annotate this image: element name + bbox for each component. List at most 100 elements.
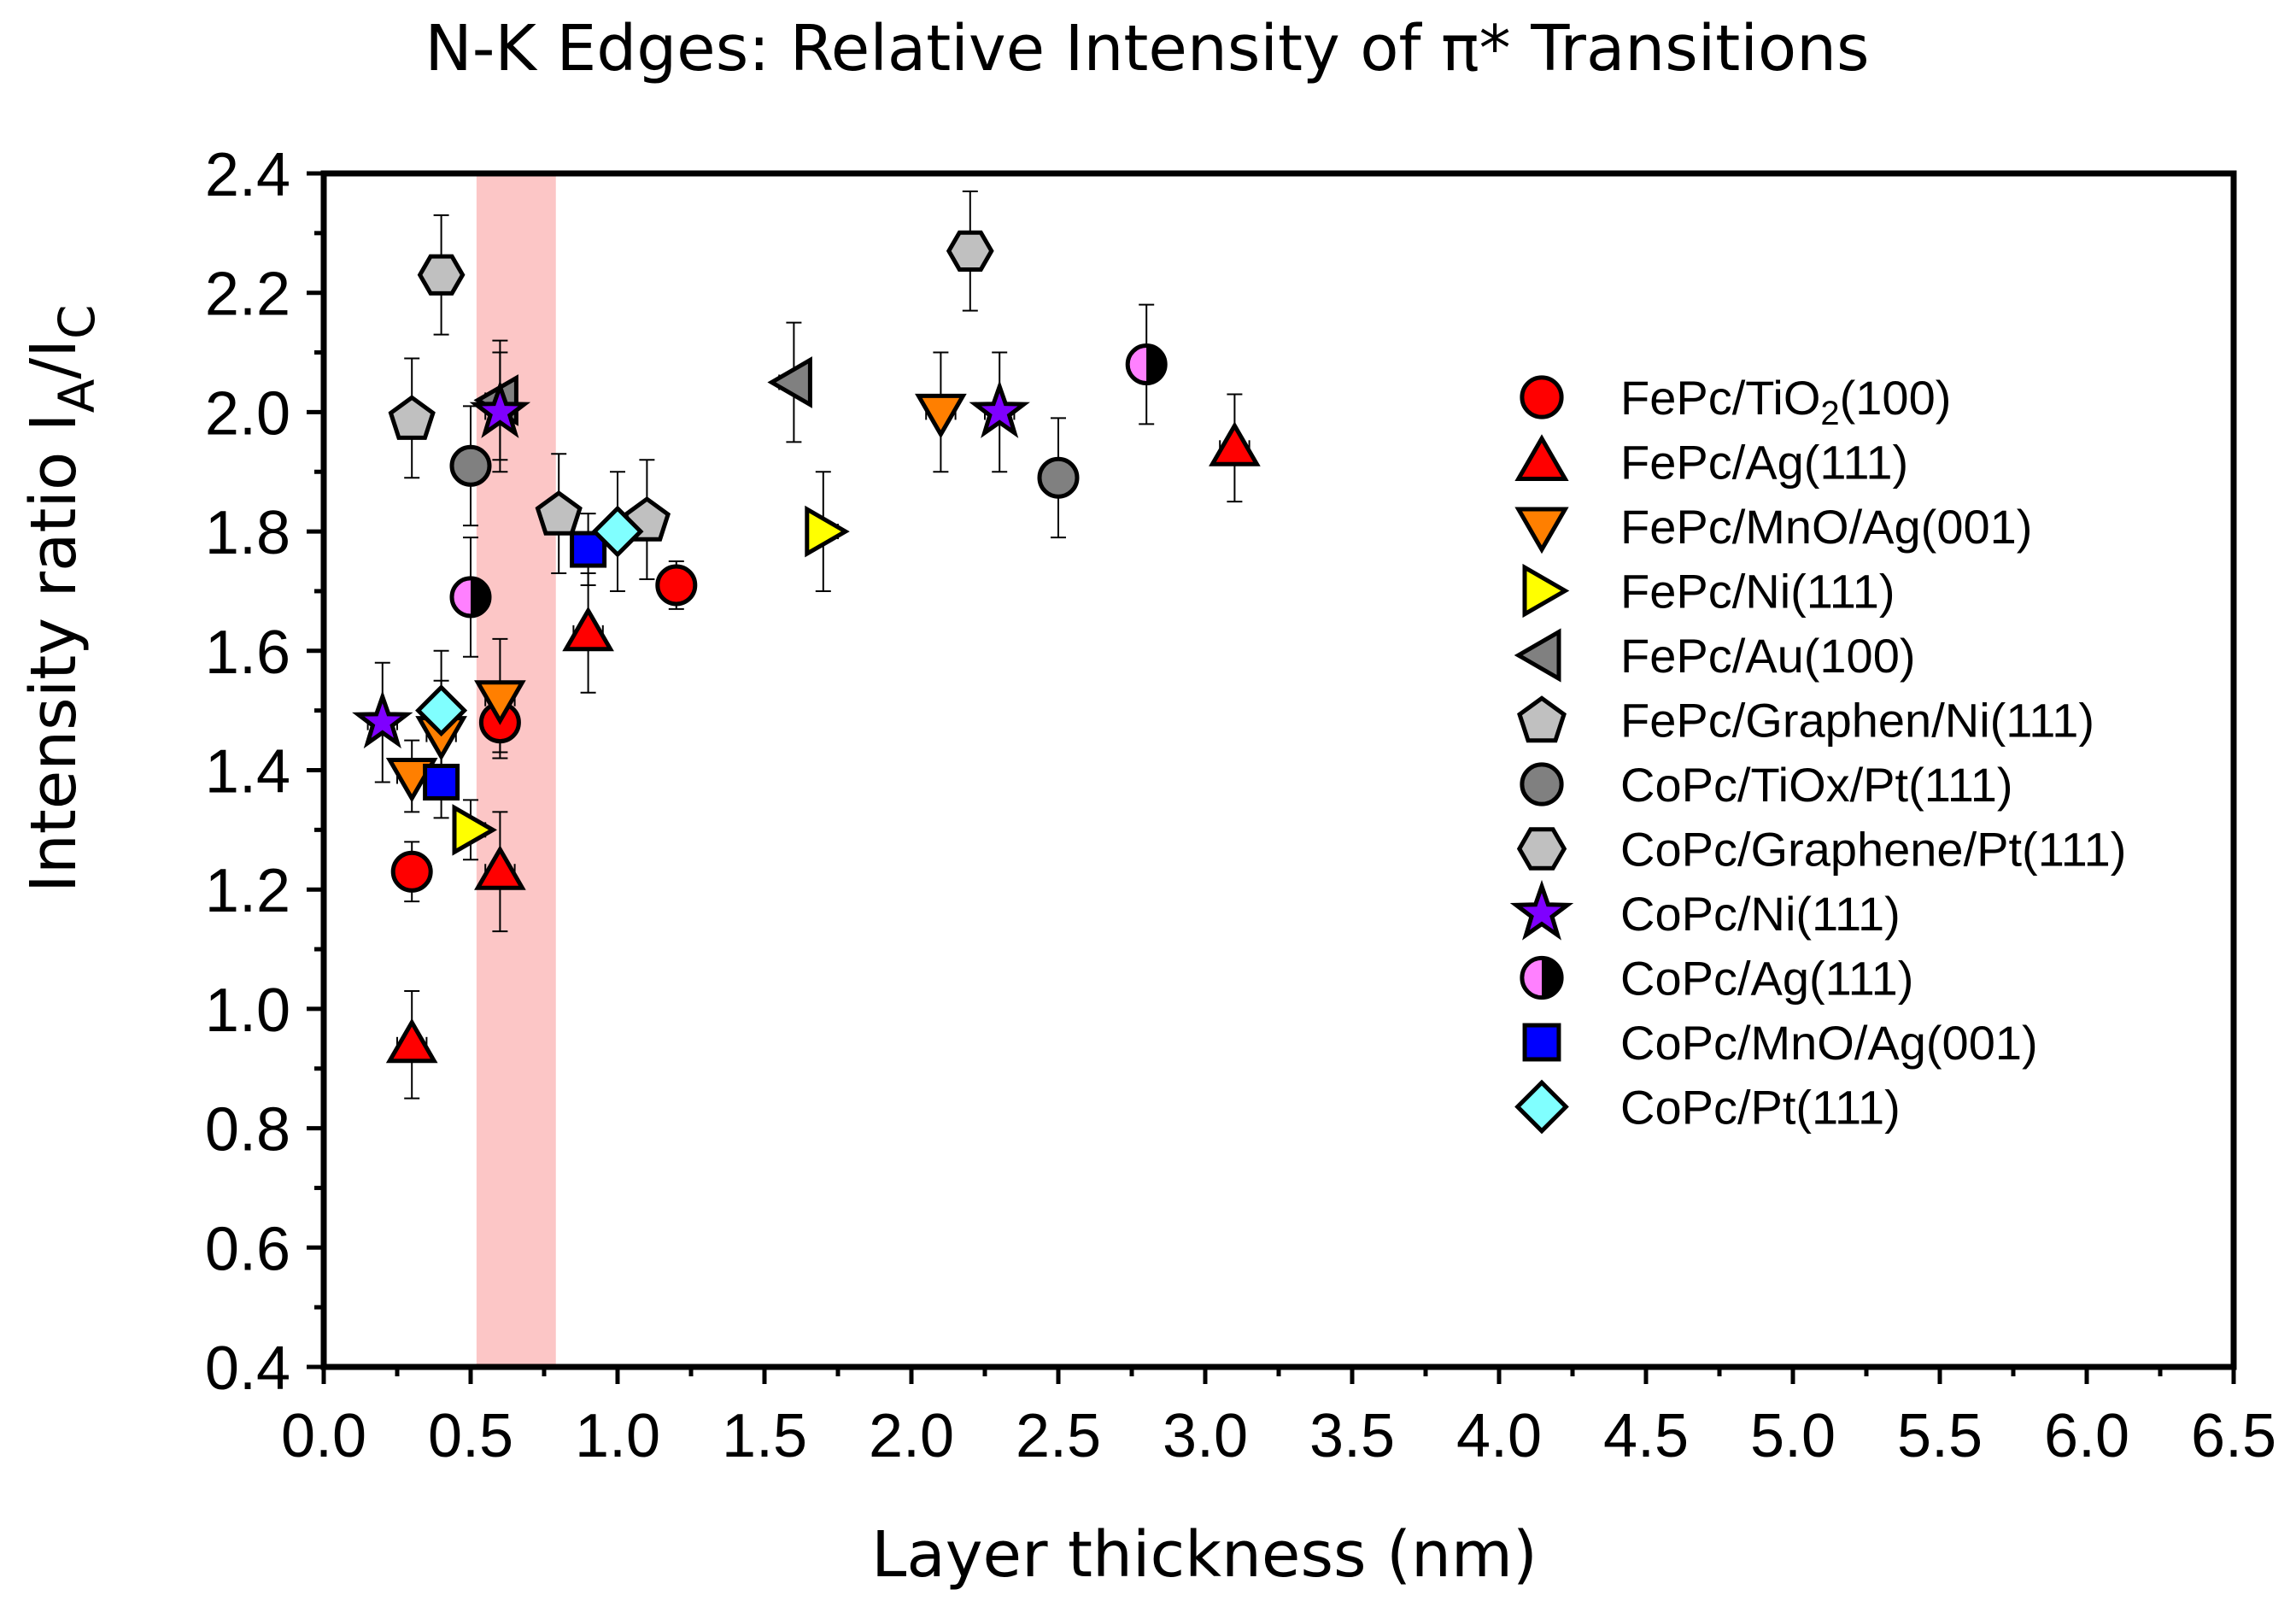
y-label-sub-a: A <box>48 378 106 413</box>
data-point-diamond <box>415 684 468 737</box>
legend-label: CoPc/Graphene/Pt(111) <box>1620 823 2126 877</box>
chart-title: N-K Edges: Relative Intensity of π* Tran… <box>425 12 1869 85</box>
x-tick-label: 1.0 <box>575 1402 660 1470</box>
legend-item: FePc/Graphen/Ni(111) <box>1517 694 2094 748</box>
data-point-triangle-up <box>385 1018 438 1064</box>
legend-item: FePc/Au(100) <box>1514 628 1916 683</box>
y-tick-label: 2.4 <box>205 141 290 209</box>
data-point-circle <box>1037 456 1080 499</box>
legend-marker <box>1509 879 1574 941</box>
legend-label-suffix: (100) <box>1840 371 1952 425</box>
legend-label-text: CoPc/Pt(111) <box>1620 1081 1901 1135</box>
legend-item: CoPc/Ni(111) <box>1509 879 1901 941</box>
data-point-pentagon <box>388 395 436 440</box>
legend-label-text: CoPc/MnO/Ag(001) <box>1620 1016 2038 1070</box>
legend-marker <box>1514 434 1569 481</box>
data-point-triangle-up <box>474 845 526 890</box>
data-markers <box>352 230 1261 1064</box>
legend-label-text: CoPc/Ag(111) <box>1620 952 1913 1006</box>
highlight-band <box>476 173 556 1367</box>
legend-item: CoPc/MnO/Ag(001) <box>1522 1016 2038 1070</box>
data-point-diamond <box>591 505 644 558</box>
legend-item: CoPc/Ag(111) <box>1520 952 1913 1006</box>
legend-label: CoPc/TiOx/Pt(111) <box>1620 758 2013 812</box>
legend-item: CoPc/Pt(111) <box>1514 1079 1901 1135</box>
legend-label-text: FePc/MnO/Ag(001) <box>1620 500 2032 554</box>
marker-outline <box>449 576 492 619</box>
legend-marker <box>1517 695 1567 743</box>
legend-item: CoPc/TiOx/Pt(111) <box>1520 758 2013 812</box>
legend-label: CoPc/Ni(111) <box>1620 887 1901 941</box>
data-point-triangle-right <box>805 505 850 558</box>
data-point-triangle-down <box>474 680 526 725</box>
legend-marker <box>1520 375 1564 419</box>
data-point-hexagon <box>946 230 994 272</box>
legend-label: CoPc/Ag(111) <box>1620 952 1913 1006</box>
x-tick-label: 3.0 <box>1163 1402 1248 1470</box>
x-tick-label: 6.5 <box>2191 1402 2276 1470</box>
x-tick-label: 1.5 <box>722 1402 807 1470</box>
x-axis-label: Layer thickness (nm) <box>871 1518 1538 1592</box>
legend-label-text: CoPc/Ni(111) <box>1620 887 1901 941</box>
legend-label: FePc/TiO2(100) <box>1620 371 1951 432</box>
legend-marker <box>1520 955 1564 1000</box>
legend-item: FePc/Ni(111) <box>1522 563 1895 619</box>
legend-marker <box>1514 1079 1569 1135</box>
y-tick-labels: 0.4 0.6 0.8 1.0 1.2 1.4 1.6 1.8 2.0 2.2 2.4 <box>205 141 290 1403</box>
marker-outline <box>1520 955 1564 1000</box>
legend-item: CoPc/Graphene/Pt(111) <box>1516 823 2126 877</box>
legend-label-text: FePc/Au(100) <box>1620 629 1916 683</box>
y-tick-label: 1.0 <box>205 977 290 1045</box>
y-tick-label: 2.0 <box>205 379 290 448</box>
x-tick-label: 5.5 <box>1897 1402 1983 1470</box>
legend-marker <box>1516 827 1567 871</box>
data-point-circle <box>390 850 433 893</box>
data-point-triangle-left <box>767 356 812 408</box>
x-tick-label: 4.5 <box>1603 1402 1689 1470</box>
x-tick-label: 0.5 <box>428 1402 513 1470</box>
y-label-sub-c: C <box>48 304 106 339</box>
legend-label: CoPc/Pt(111) <box>1620 1081 1901 1135</box>
data-point-hexagon <box>417 254 466 296</box>
data-point-star <box>469 379 531 438</box>
legend-marker <box>1514 507 1569 554</box>
x-tick-label: 6.0 <box>2044 1402 2129 1470</box>
y-tick-label: 1.2 <box>205 857 290 925</box>
x-tick-label: 0.0 <box>281 1402 366 1470</box>
data-point-triangle-down <box>915 393 967 439</box>
legend-item: FePc/TiO2(100) <box>1520 371 1951 432</box>
y-label-main: Intensity ratio I <box>17 413 91 893</box>
y-tick-label: 1.8 <box>205 499 290 567</box>
y-label-mid: /I <box>17 339 91 379</box>
x-tick-label: 5.0 <box>1750 1402 1836 1470</box>
x-tick-labels: 0.0 0.5 1.0 1.5 2.0 2.5 3.0 3.5 4.0 4.5 5.0 5.5 6.0 6… <box>281 1402 2276 1470</box>
y-tick-label: 1.6 <box>205 619 290 687</box>
data-point-pentagon <box>535 490 583 536</box>
legend-label: FePc/MnO/Ag(001) <box>1620 500 2032 554</box>
data-point-star <box>969 379 1030 438</box>
legend-label-text: CoPc/Graphene/Pt(111) <box>1620 823 2126 877</box>
x-tick-label: 2.0 <box>869 1402 954 1470</box>
legend-marker <box>1522 563 1570 619</box>
x-tick-label: 4.0 <box>1456 1402 1542 1470</box>
legend-label-text: FePc/TiO <box>1620 371 1820 425</box>
legend-label: FePc/Ag(111) <box>1620 436 1908 490</box>
data-point-star <box>352 690 413 749</box>
data-point-half-circle <box>1125 343 1168 386</box>
legend-item: FePc/MnO/Ag(001) <box>1514 500 2032 554</box>
legend: FePc/TiO2(100)FePc/Ag(111)FePc/MnO/Ag(00… <box>1509 371 2126 1135</box>
legend-label-text: FePc/Graphen/Ni(111) <box>1620 694 2094 748</box>
y-tick-label: 1.4 <box>205 738 290 806</box>
data-point-triangle-up <box>1209 421 1261 466</box>
legend-label: CoPc/MnO/Ag(001) <box>1620 1016 2038 1070</box>
x-tick-label: 2.5 <box>1016 1402 1101 1470</box>
legend-label-subscript: 2 <box>1820 395 1839 432</box>
legend-label-text: FePc/Ni(111) <box>1620 565 1895 619</box>
marker-outline <box>1125 343 1168 386</box>
plot-frame <box>320 170 2237 1370</box>
data-point-half-circle <box>449 576 492 619</box>
x-tick-label: 3.5 <box>1309 1402 1395 1470</box>
legend-marker <box>1514 628 1561 683</box>
data-point-triangle-right <box>452 804 498 856</box>
